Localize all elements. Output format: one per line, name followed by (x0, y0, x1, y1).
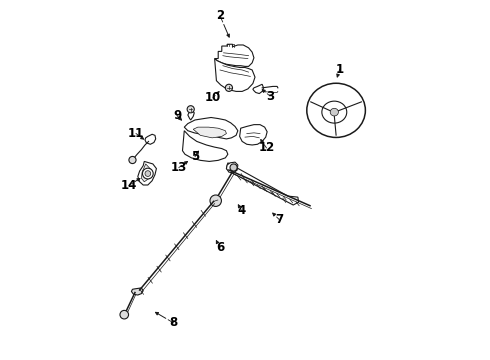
Circle shape (145, 171, 151, 176)
Ellipse shape (322, 101, 347, 123)
Text: 9: 9 (173, 109, 181, 122)
Text: 4: 4 (237, 204, 245, 217)
Circle shape (230, 164, 237, 171)
Text: 5: 5 (191, 150, 199, 163)
Polygon shape (145, 134, 156, 144)
Ellipse shape (330, 108, 339, 116)
Text: 10: 10 (205, 91, 221, 104)
Polygon shape (215, 59, 255, 91)
Ellipse shape (307, 83, 366, 138)
Polygon shape (226, 163, 298, 205)
Text: 11: 11 (128, 127, 144, 140)
Text: 13: 13 (171, 161, 187, 174)
Polygon shape (182, 131, 228, 161)
Polygon shape (253, 84, 264, 94)
Text: 12: 12 (258, 141, 274, 154)
Text: 2: 2 (216, 9, 224, 22)
Text: 3: 3 (266, 90, 274, 103)
Polygon shape (188, 111, 194, 120)
Circle shape (120, 310, 128, 319)
Polygon shape (193, 127, 226, 138)
Circle shape (187, 106, 194, 113)
Text: 6: 6 (216, 241, 224, 255)
Polygon shape (215, 44, 254, 66)
Polygon shape (138, 161, 156, 185)
Text: 7: 7 (275, 213, 283, 226)
Polygon shape (142, 164, 151, 182)
Polygon shape (184, 117, 238, 139)
Circle shape (129, 157, 136, 163)
Circle shape (225, 84, 232, 91)
Polygon shape (240, 125, 267, 145)
Circle shape (210, 195, 221, 206)
Circle shape (143, 168, 153, 179)
Text: 1: 1 (336, 63, 343, 76)
Polygon shape (226, 162, 238, 173)
Text: 8: 8 (170, 316, 178, 329)
Text: 14: 14 (121, 179, 137, 192)
Polygon shape (131, 288, 143, 295)
